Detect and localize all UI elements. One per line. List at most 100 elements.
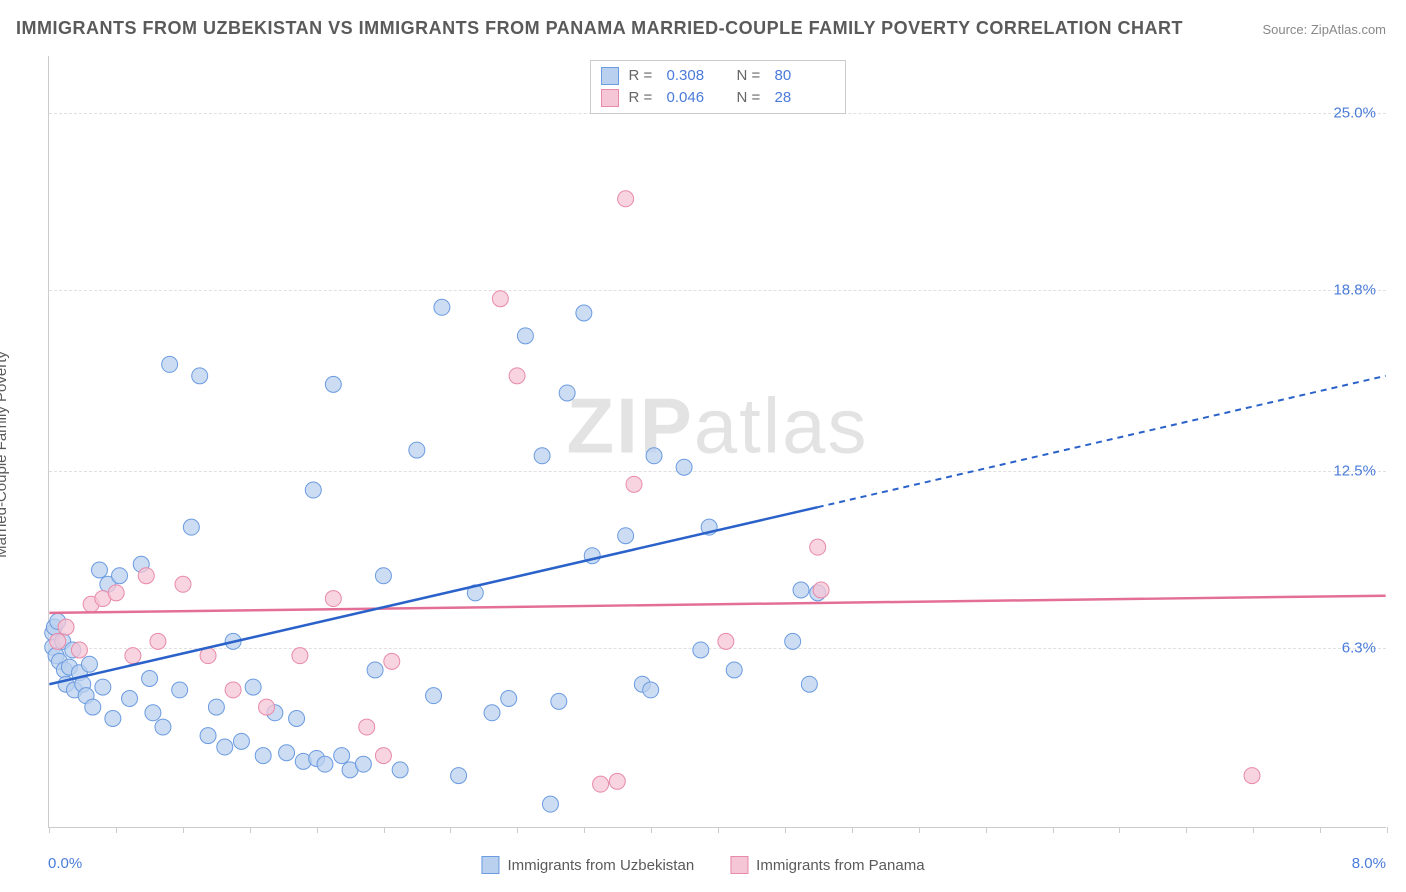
x-tick bbox=[785, 827, 786, 833]
trend-line bbox=[49, 596, 1385, 613]
data-point bbox=[317, 756, 333, 772]
data-point bbox=[71, 642, 87, 658]
data-point bbox=[289, 710, 305, 726]
x-tick bbox=[49, 827, 50, 833]
data-point bbox=[172, 682, 188, 698]
data-point bbox=[451, 768, 467, 784]
x-axis-max-label: 8.0% bbox=[1352, 855, 1386, 872]
x-tick bbox=[317, 827, 318, 833]
x-tick bbox=[1186, 827, 1187, 833]
source-label: Source: ZipAtlas.com bbox=[1262, 22, 1386, 37]
data-point bbox=[375, 748, 391, 764]
stats-legend: R = 0.308 N = 80 R = 0.046 N = 28 bbox=[590, 60, 846, 114]
data-point bbox=[233, 733, 249, 749]
data-point bbox=[1244, 768, 1260, 784]
data-point bbox=[367, 662, 383, 678]
trend-line bbox=[818, 376, 1386, 507]
n-value-1: 28 bbox=[775, 87, 835, 109]
data-point bbox=[200, 728, 216, 744]
data-point bbox=[112, 568, 128, 584]
x-tick bbox=[250, 827, 251, 833]
data-point bbox=[509, 368, 525, 384]
data-point bbox=[208, 699, 224, 715]
data-point bbox=[576, 305, 592, 321]
data-point bbox=[793, 582, 809, 598]
data-point bbox=[58, 619, 74, 635]
x-tick bbox=[584, 827, 585, 833]
x-tick bbox=[116, 827, 117, 833]
x-tick bbox=[718, 827, 719, 833]
data-point bbox=[593, 776, 609, 792]
data-point bbox=[534, 448, 550, 464]
data-point bbox=[122, 691, 138, 707]
legend-swatch-1 bbox=[730, 856, 748, 874]
x-tick bbox=[450, 827, 451, 833]
data-point bbox=[142, 671, 158, 687]
data-point bbox=[183, 519, 199, 535]
x-tick bbox=[1053, 827, 1054, 833]
legend-swatch-0 bbox=[481, 856, 499, 874]
data-point bbox=[375, 568, 391, 584]
data-point bbox=[726, 662, 742, 678]
data-point bbox=[676, 459, 692, 475]
data-point bbox=[81, 656, 97, 672]
data-point bbox=[785, 633, 801, 649]
data-point bbox=[801, 676, 817, 692]
data-point bbox=[551, 693, 567, 709]
data-point bbox=[618, 191, 634, 207]
data-point bbox=[409, 442, 425, 458]
swatch-series-1 bbox=[601, 89, 619, 107]
x-tick bbox=[651, 827, 652, 833]
data-point bbox=[626, 476, 642, 492]
x-tick bbox=[183, 827, 184, 833]
data-point bbox=[646, 448, 662, 464]
data-point bbox=[192, 368, 208, 384]
x-tick bbox=[384, 827, 385, 833]
swatch-series-0 bbox=[601, 67, 619, 85]
x-tick bbox=[1253, 827, 1254, 833]
data-point bbox=[50, 633, 66, 649]
data-point bbox=[609, 773, 625, 789]
x-tick bbox=[919, 827, 920, 833]
n-value-0: 80 bbox=[775, 65, 835, 87]
r-label: R = bbox=[629, 87, 657, 109]
x-tick bbox=[1387, 827, 1388, 833]
data-point bbox=[91, 562, 107, 578]
data-point bbox=[484, 705, 500, 721]
data-point bbox=[813, 582, 829, 598]
data-point bbox=[305, 482, 321, 498]
data-point bbox=[292, 648, 308, 664]
data-point bbox=[217, 739, 233, 755]
r-label: R = bbox=[629, 65, 657, 87]
data-point bbox=[85, 699, 101, 715]
data-point bbox=[643, 682, 659, 698]
data-point bbox=[125, 648, 141, 664]
plot-area: 6.3%12.5%18.8%25.0% ZIPatlas R = 0.308 N… bbox=[48, 56, 1386, 828]
data-point bbox=[259, 699, 275, 715]
chart-container: IMMIGRANTS FROM UZBEKISTAN VS IMMIGRANTS… bbox=[0, 0, 1406, 892]
x-tick bbox=[1119, 827, 1120, 833]
x-axis-min-label: 0.0% bbox=[48, 855, 82, 872]
chart-title: IMMIGRANTS FROM UZBEKISTAN VS IMMIGRANTS… bbox=[16, 18, 1183, 39]
data-point bbox=[325, 591, 341, 607]
data-point bbox=[359, 719, 375, 735]
data-point bbox=[434, 299, 450, 315]
data-point bbox=[150, 633, 166, 649]
x-tick bbox=[986, 827, 987, 833]
data-point bbox=[384, 653, 400, 669]
data-point bbox=[225, 682, 241, 698]
legend-label-1: Immigrants from Panama bbox=[756, 857, 924, 874]
x-tick bbox=[852, 827, 853, 833]
legend-item-1: Immigrants from Panama bbox=[730, 856, 924, 874]
data-point bbox=[175, 576, 191, 592]
data-point bbox=[105, 710, 121, 726]
legend-item-0: Immigrants from Uzbekistan bbox=[481, 856, 694, 874]
data-point bbox=[501, 691, 517, 707]
stats-row-1: R = 0.046 N = 28 bbox=[601, 87, 835, 109]
data-point bbox=[355, 756, 371, 772]
data-point bbox=[693, 642, 709, 658]
data-point bbox=[95, 679, 111, 695]
data-point bbox=[426, 688, 442, 704]
data-point bbox=[245, 679, 261, 695]
plot-svg bbox=[49, 56, 1386, 827]
